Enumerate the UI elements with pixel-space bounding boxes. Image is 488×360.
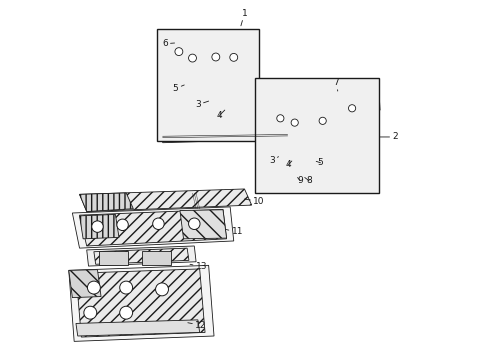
Polygon shape <box>94 248 188 264</box>
Polygon shape <box>163 37 249 48</box>
Text: 4: 4 <box>285 160 291 169</box>
Circle shape <box>175 48 183 55</box>
Circle shape <box>152 218 164 229</box>
Circle shape <box>348 105 355 112</box>
Polygon shape <box>80 215 119 239</box>
Text: 3: 3 <box>268 156 278 165</box>
Circle shape <box>290 119 298 126</box>
Polygon shape <box>76 269 204 337</box>
Text: 11: 11 <box>225 228 243 237</box>
Circle shape <box>155 283 168 296</box>
Circle shape <box>117 219 128 230</box>
Polygon shape <box>80 210 226 246</box>
Text: 5: 5 <box>172 84 184 93</box>
Text: 4: 4 <box>216 110 224 120</box>
Text: 1: 1 <box>241 9 247 26</box>
Circle shape <box>188 218 200 229</box>
Polygon shape <box>161 40 171 59</box>
Polygon shape <box>86 246 196 266</box>
Bar <box>156 30 258 140</box>
Circle shape <box>87 281 100 294</box>
Polygon shape <box>269 90 369 111</box>
Text: 9: 9 <box>297 176 303 185</box>
Text: 3: 3 <box>195 100 208 109</box>
Polygon shape <box>69 265 214 341</box>
Polygon shape <box>72 207 233 248</box>
Polygon shape <box>80 193 133 212</box>
Circle shape <box>83 306 97 319</box>
Circle shape <box>229 53 237 61</box>
Text: 6: 6 <box>162 39 174 48</box>
FancyBboxPatch shape <box>99 251 128 265</box>
Polygon shape <box>76 320 199 336</box>
Circle shape <box>92 221 103 232</box>
Circle shape <box>319 117 325 125</box>
Text: 2: 2 <box>379 132 397 141</box>
Text: 12: 12 <box>187 321 206 330</box>
Polygon shape <box>276 108 367 123</box>
Text: 8: 8 <box>304 176 311 185</box>
Polygon shape <box>80 189 251 212</box>
Circle shape <box>276 115 284 122</box>
Polygon shape <box>362 90 379 111</box>
Circle shape <box>120 306 132 319</box>
Circle shape <box>211 53 219 61</box>
Text: 10: 10 <box>244 197 264 206</box>
Text: 13: 13 <box>190 262 207 271</box>
Bar <box>255 78 378 193</box>
Polygon shape <box>180 210 226 239</box>
Polygon shape <box>69 270 101 298</box>
Polygon shape <box>162 132 287 143</box>
Circle shape <box>120 281 132 294</box>
Text: 7: 7 <box>333 78 339 91</box>
Polygon shape <box>169 44 249 58</box>
FancyBboxPatch shape <box>142 251 171 265</box>
Circle shape <box>188 54 196 62</box>
Text: 5: 5 <box>316 158 323 167</box>
